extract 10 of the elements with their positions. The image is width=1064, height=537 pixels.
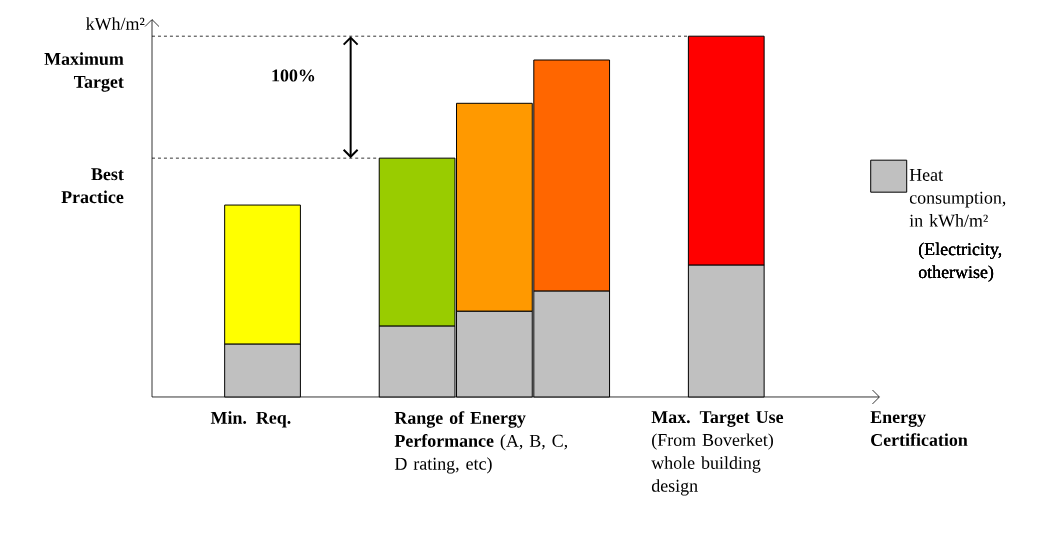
annotation: 100% — [272, 69, 315, 82]
text: Energy Certification — [870, 411, 968, 447]
y-axis-title: kWh/m² — [85, 17, 145, 30]
x-tick-label: Min. Req. — [210, 411, 291, 428]
ref-line-label: Best Practice — [61, 168, 124, 204]
x-tick-label: Range of Energy Performance (A, B, C, D rating, etc) — [394, 411, 568, 474]
text: (Electricity, otherwise) — [918, 242, 1002, 282]
ref-line-label: Maximum Target — [44, 52, 124, 92]
x-tick-label: Max. Target Use (From Boverket) whole building design — [651, 411, 784, 496]
legend-label: Heat consumption, in kWh/m² — [909, 168, 1006, 227]
